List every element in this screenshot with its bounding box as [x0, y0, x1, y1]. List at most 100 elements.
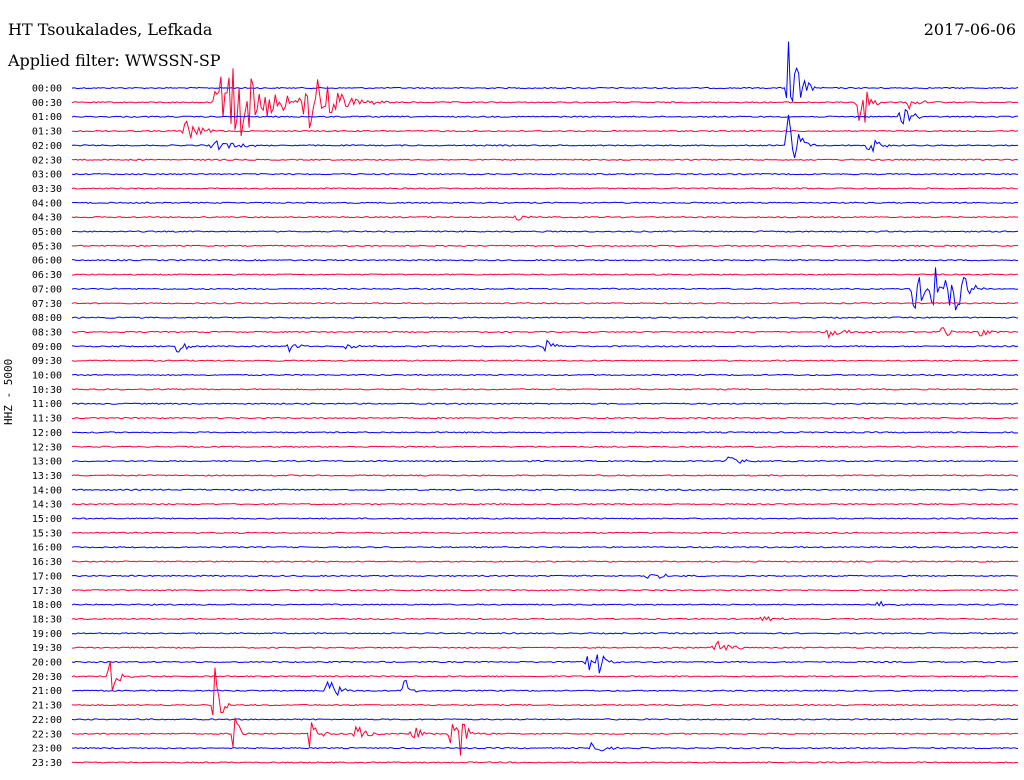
- time-tick-label: 12:30: [32, 442, 62, 453]
- trace-line: [71, 41, 1019, 103]
- time-tick-label: 10:00: [32, 371, 62, 382]
- time-tick-label: 21:00: [32, 686, 62, 697]
- time-tick-label: 04:30: [32, 213, 62, 224]
- trace-line: [71, 640, 1019, 652]
- time-tick-label: 00:00: [32, 84, 62, 95]
- trace-line: [71, 456, 1019, 464]
- trace-line: [71, 431, 1019, 434]
- trace-line: [71, 517, 1019, 520]
- trace-line: [71, 488, 1019, 491]
- trace-line: [71, 388, 1019, 391]
- time-tick-label: 13:30: [32, 471, 62, 482]
- trace-line: [71, 359, 1019, 362]
- trace-line: [71, 531, 1019, 534]
- trace-line: [71, 546, 1019, 549]
- time-tick-label: 08:00: [32, 313, 62, 324]
- time-tick-label: 09:30: [32, 356, 62, 367]
- trace-line: [71, 267, 1019, 311]
- time-tick-label: 18:30: [32, 614, 62, 625]
- time-tick-label: 21:30: [32, 701, 62, 712]
- trace-line: [71, 718, 1019, 721]
- trace-line: [71, 68, 1019, 136]
- time-tick-label: 12:00: [32, 428, 62, 439]
- time-tick-label: 19:00: [32, 629, 62, 640]
- trace-line: [72, 667, 1019, 716]
- trace-line: [71, 230, 1019, 233]
- trace-line: [71, 187, 1019, 190]
- trace-line: [71, 416, 1019, 420]
- date-label: 2017-06-06: [923, 20, 1016, 39]
- trace-line: [71, 327, 1019, 339]
- time-tick-label: 13:00: [32, 457, 62, 468]
- time-tick-label: 14:30: [32, 500, 62, 511]
- time-tick-label: 02:30: [32, 155, 62, 166]
- trace-line: [71, 474, 1018, 477]
- trace-line: [71, 402, 1018, 405]
- trace-line: [71, 679, 1019, 697]
- time-tick-label: 20:00: [32, 658, 62, 669]
- time-tick-label: 06:30: [32, 270, 62, 281]
- trace-line: [71, 445, 1019, 448]
- time-tick-label: 20:30: [32, 672, 62, 683]
- time-tick-label: 04:00: [32, 198, 62, 209]
- time-tick-label: 07:30: [32, 299, 62, 310]
- trace-line: [71, 114, 1018, 159]
- filter-label: Applied filter: WWSSN-SP: [8, 51, 221, 70]
- time-tick-label: 22:30: [32, 729, 62, 740]
- trace-line: [71, 717, 1019, 756]
- time-tick-label: 05:30: [32, 241, 62, 252]
- time-tick-label: 11:30: [32, 414, 62, 425]
- time-tick-label: 10:30: [32, 385, 62, 396]
- trace-line: [71, 654, 1019, 674]
- trace-line: [71, 661, 1019, 691]
- time-tick-label: 23:00: [32, 744, 62, 755]
- trace-line: [71, 589, 1019, 592]
- trace-line: [71, 244, 1019, 247]
- time-tick-label: 03:30: [32, 184, 62, 195]
- trace-line: [71, 259, 1019, 262]
- trace-line: [71, 600, 1019, 607]
- trace-line: [71, 632, 1019, 635]
- time-tick-label: 01:00: [32, 112, 62, 123]
- time-tick-label: 03:00: [32, 170, 62, 181]
- trace-line: [71, 302, 1019, 305]
- time-tick-label: 17:00: [32, 571, 62, 582]
- time-tick-label: 09:00: [32, 342, 62, 353]
- time-tick-label: 14:00: [32, 485, 62, 496]
- time-tick-label: 05:00: [32, 227, 62, 238]
- trace-line: [72, 741, 1019, 752]
- trace-line: [71, 503, 1019, 506]
- trace-line: [71, 560, 1019, 563]
- trace-line: [71, 201, 1019, 204]
- time-tick-label: 18:00: [32, 600, 62, 611]
- time-tick-label: 17:30: [32, 586, 62, 597]
- time-tick-label: 22:00: [32, 715, 62, 726]
- trace-line: [71, 108, 1019, 125]
- time-tick-label: 15:30: [32, 528, 62, 539]
- trace-line: [71, 172, 1019, 176]
- time-tick-label: 07:00: [32, 284, 62, 295]
- time-tick-label: 08:30: [32, 327, 62, 338]
- time-tick-label: 19:30: [32, 643, 62, 654]
- trace-line: [71, 339, 1019, 354]
- time-tick-label: 16:30: [32, 557, 62, 568]
- trace-line: [71, 158, 1019, 161]
- time-tick-label: 06:00: [32, 256, 62, 267]
- trace-line: [71, 215, 1019, 221]
- time-tick-label: 23:30: [32, 758, 62, 769]
- station-title: HT Tsoukalades, Lefkada: [8, 20, 213, 39]
- trace-line: [71, 120, 1019, 139]
- trace-line: [72, 273, 1018, 276]
- time-tick-label: 11:00: [32, 399, 62, 410]
- time-tick-label: 15:00: [32, 514, 62, 525]
- trace-line: [71, 373, 1019, 377]
- time-tick-label: 01:30: [32, 127, 62, 138]
- trace-line: [71, 316, 1019, 319]
- time-tick-label: 02:00: [32, 141, 62, 152]
- trace-line: [71, 573, 1019, 579]
- trace-line: [71, 761, 1019, 764]
- time-tick-label: 00:30: [32, 98, 62, 109]
- trace-line: [71, 615, 1019, 622]
- time-tick-label: 16:00: [32, 543, 62, 554]
